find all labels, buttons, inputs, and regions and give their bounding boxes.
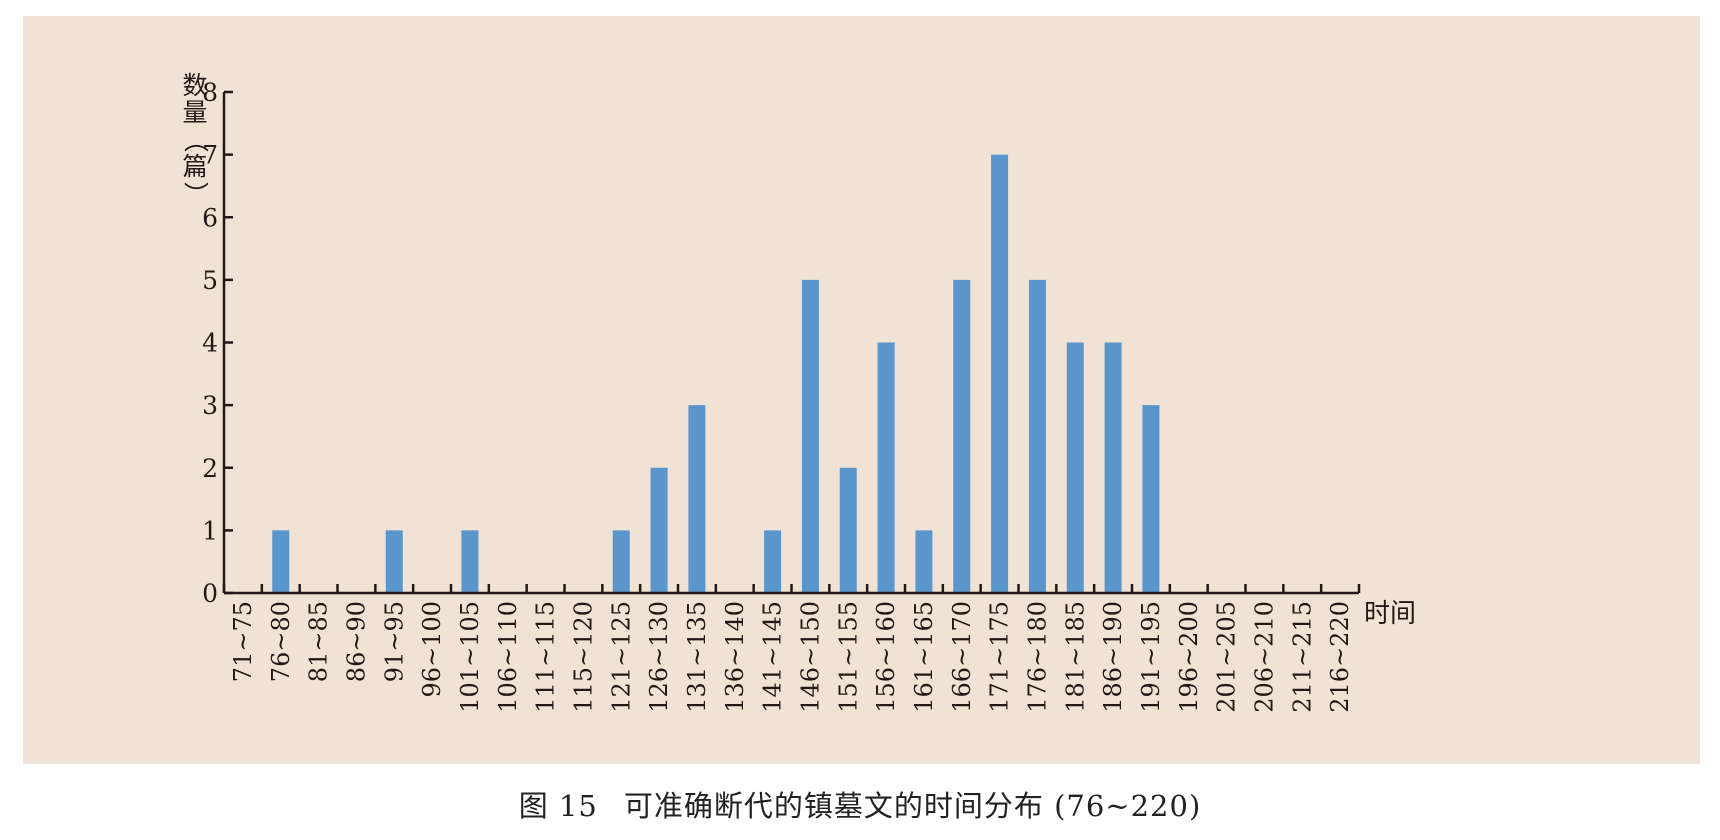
y-axis-label: 数量（篇） — [181, 71, 210, 207]
bar — [877, 342, 895, 593]
bar — [1028, 279, 1046, 594]
bars-layer — [272, 154, 1160, 594]
x-tick-label: 136~140 — [721, 601, 749, 713]
bar — [688, 405, 706, 594]
x-tick-label: 91~95 — [380, 601, 408, 682]
figure-caption: 图 15 可准确断代的镇墓文的时间分布 (76~220) — [0, 783, 1720, 825]
bar — [1104, 342, 1122, 593]
x-tick-label: 71~75 — [229, 601, 257, 682]
bar — [839, 467, 857, 593]
bar — [991, 154, 1009, 594]
bar — [461, 530, 479, 594]
x-tick-label: 86~90 — [342, 601, 370, 682]
y-tick-label: 6 — [202, 203, 218, 232]
x-tick-label: 156~160 — [872, 601, 900, 713]
bar — [764, 530, 782, 594]
x-tick-label: 216~220 — [1326, 601, 1354, 713]
x-tick-label: 161~165 — [910, 601, 938, 713]
bar — [915, 530, 933, 594]
bar — [612, 530, 630, 594]
x-tick-label: 211~215 — [1288, 601, 1316, 713]
y-tick-label: 3 — [202, 391, 218, 420]
x-tick-label: 141~145 — [759, 601, 787, 713]
bar-chart: 0 1 2 3 4 5 6 7 8 71~75 76~80 81~85 86~90 91~95 96~100… — [23, 16, 1700, 764]
bar — [1066, 342, 1084, 593]
y-axis-label-char: ） — [181, 181, 210, 206]
bar — [953, 279, 971, 594]
y-axis-label-char: 量 — [182, 98, 207, 127]
bar — [650, 467, 668, 593]
bar — [272, 530, 290, 594]
x-tick-label: 151~155 — [834, 601, 862, 713]
y-axis-label-char: （ — [181, 127, 210, 152]
y-tick-label: 0 — [202, 579, 218, 608]
y-tick-label: 4 — [202, 329, 218, 358]
bar — [801, 279, 819, 594]
x-tick-label: 111~115 — [532, 601, 560, 713]
caption-text: 可准确断代的镇墓文的时间分布 (76~220) — [623, 789, 1202, 823]
x-tick-label: 131~135 — [683, 601, 711, 713]
y-tick-label: 2 — [202, 454, 218, 483]
x-tick-label: 206~210 — [1250, 601, 1278, 713]
x-tick-label: 146~150 — [796, 601, 824, 713]
bar — [385, 530, 403, 594]
chart-background — [23, 16, 1700, 764]
x-tick-label: 181~185 — [1061, 601, 1089, 713]
x-tick-label: 196~200 — [1175, 601, 1203, 713]
axis-layer: 0 1 2 3 4 5 6 7 8 71~75 76~80 81~85 86~90 91~95 96~100… — [202, 78, 1361, 713]
x-tick-label: 115~120 — [569, 601, 597, 713]
x-axis-label: 时间 — [1364, 599, 1416, 629]
x-tick-label: 176~180 — [1023, 601, 1051, 713]
x-tick-label: 126~130 — [645, 601, 673, 713]
x-tick-label: 186~190 — [1099, 601, 1127, 713]
x-tick-label: 121~125 — [607, 601, 635, 713]
x-tick-label: 171~175 — [986, 601, 1014, 713]
bar — [1142, 405, 1160, 594]
y-tick-label: 8 — [202, 78, 218, 107]
x-tick-label: 166~170 — [948, 601, 976, 713]
x-tick-label: 191~195 — [1137, 601, 1165, 713]
y-tick-label: 7 — [202, 141, 218, 170]
y-tick-label: 1 — [202, 516, 218, 545]
y-axis-label-char: 数 — [182, 71, 207, 100]
y-axis-label-char: 篇 — [182, 152, 207, 181]
x-tick-label: 106~110 — [494, 601, 522, 713]
caption-figure-number: 图 15 — [518, 789, 598, 823]
x-tick-label: 96~100 — [418, 601, 446, 697]
chart-panel: 0 1 2 3 4 5 6 7 8 71~75 76~80 81~85 86~90 91~95 96~100… — [23, 16, 1700, 764]
x-tick-label: 76~80 — [267, 601, 295, 682]
x-tick-label: 101~105 — [456, 601, 484, 713]
y-tick-label: 5 — [202, 266, 218, 295]
x-tick-label: 81~85 — [305, 601, 333, 682]
x-tick-label: 201~205 — [1213, 601, 1241, 713]
